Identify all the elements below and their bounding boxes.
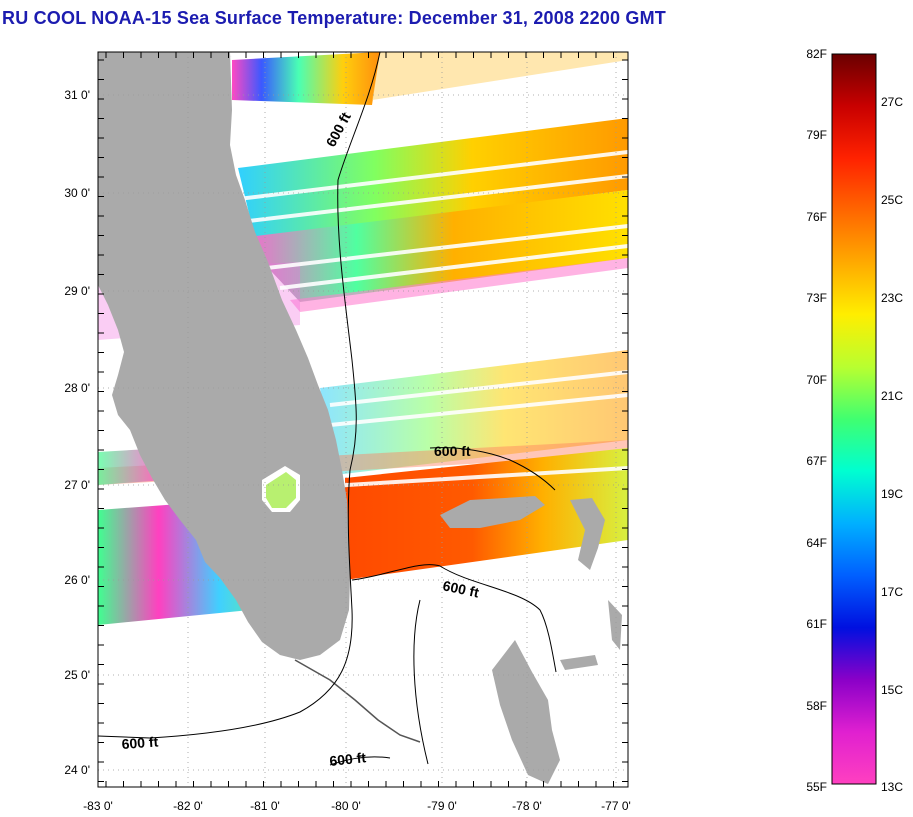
lon-label: -83 0': [83, 799, 113, 813]
colorbar-gradient: [831, 53, 877, 785]
florida-keys: [294, 659, 421, 743]
colorbar-f-label: 67F: [806, 454, 827, 468]
colorbar-f-label: 79F: [806, 128, 827, 142]
longitude-axis: -83 0' -82 0' -81 0' -80 0' -79 0' -78 0…: [83, 799, 631, 813]
sst-swath-north: [232, 52, 380, 105]
lat-label: 25 0': [64, 668, 90, 682]
isobath-label-south: 600 ft: [441, 577, 480, 600]
lat-label: 29 0': [64, 284, 90, 298]
colorbar-fahrenheit-labels: 82F 79F 76F 73F 70F 67F 64F 61F 58F 55F: [806, 47, 827, 794]
lon-label: -82 0': [173, 799, 203, 813]
lat-label: 31 0': [64, 88, 90, 102]
colorbar-f-label: 58F: [806, 699, 827, 713]
isobath-label-keys: 600 ft: [329, 749, 367, 769]
colorbar-c-label: 13C: [881, 780, 903, 794]
colorbar-celsius-labels: 27C 25C 23C 21C 19C 17C 15C 13C: [881, 95, 903, 794]
bahamas-abaco: [570, 498, 605, 570]
colorbar-c-label: 21C: [881, 389, 903, 403]
colorbar-c-label: 19C: [881, 487, 903, 501]
colorbar-c-label: 17C: [881, 585, 903, 599]
bahamas-eleuthera: [608, 600, 622, 650]
map-frame: [97, 51, 629, 788]
sst-band-2: [240, 190, 628, 302]
bahamas-andros: [492, 640, 560, 784]
colorbar-f-label: 64F: [806, 536, 827, 550]
sst-swath-north-east: [372, 52, 628, 100]
bahamas-grand-bahama: [440, 496, 545, 528]
sst-band-3: [290, 258, 628, 312]
florida-panhandle-top: [98, 52, 232, 270]
colorbar-c-label: 27C: [881, 95, 903, 109]
colorbar-f-label: 70F: [806, 373, 827, 387]
temperature-colorbar: 82F 79F 76F 73F 70F 67F 64F 61F 58F 55F …: [806, 47, 903, 794]
lon-label: -80 0': [331, 799, 361, 813]
map-panel[interactable]: 600 ft 600 ft 600 ft 600 ft 600 ft 31 0'…: [64, 51, 876, 813]
colorbar-f-label: 73F: [806, 291, 827, 305]
lon-label: -81 0': [250, 799, 280, 813]
map-title: RU COOL NOAA-15 Sea Surface Temperature:…: [2, 8, 666, 28]
lat-label: 30 0': [64, 186, 90, 200]
colorbar-c-label: 23C: [881, 291, 903, 305]
lat-label: 27 0': [64, 478, 90, 492]
colorbar-c-label: 25C: [881, 193, 903, 207]
lon-label: -79 0': [427, 799, 457, 813]
sst-band-1: [238, 118, 628, 238]
colorbar-c-label: 15C: [881, 683, 903, 697]
latitude-axis: 31 0' 30 0' 29 0' 28 0' 27 0' 26 0' 25 0…: [64, 88, 90, 777]
isobath-label-bahama: 600 ft: [434, 443, 471, 459]
colorbar-f-label: 76F: [806, 210, 827, 224]
lon-label: -77 0': [601, 799, 631, 813]
lat-label: 24 0': [64, 763, 90, 777]
lon-label: -78 0': [512, 799, 542, 813]
lat-label: 28 0': [64, 381, 90, 395]
lat-label: 26 0': [64, 573, 90, 587]
lake-okeechobee-water: [266, 472, 296, 508]
land-masses: [98, 52, 622, 784]
bahamas-berry: [560, 655, 598, 670]
colorbar-f-label: 55F: [806, 780, 827, 794]
isobath-label-southwest: 600 ft: [121, 733, 159, 752]
colorbar-f-label: 61F: [806, 617, 827, 631]
colorbar-f-label: 82F: [806, 47, 827, 61]
gridlines: [97, 52, 628, 787]
isobath-600ft: [98, 52, 557, 766]
